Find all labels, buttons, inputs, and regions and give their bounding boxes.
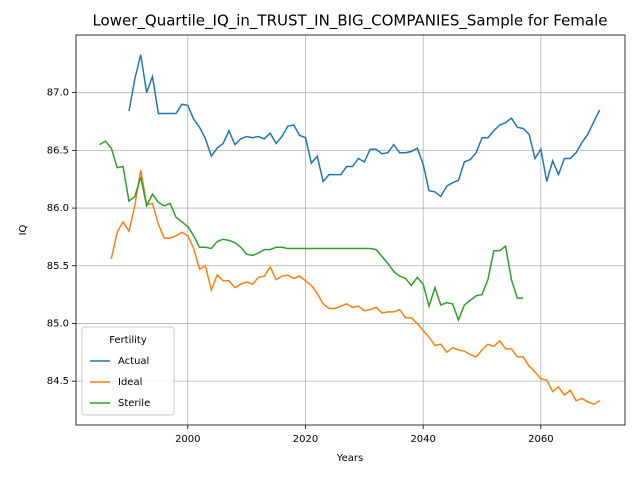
x-tick-label: 2020 — [293, 434, 318, 445]
y-axis-label: IQ — [18, 224, 29, 235]
y-tick-label: 85.0 — [47, 318, 69, 329]
y-tick-label: 86.5 — [47, 145, 69, 156]
x-axis-label: Years — [336, 453, 363, 464]
y-tick-label: 87.0 — [47, 88, 69, 99]
chart-title: Lower_Quartile_IQ_in_TRUST_IN_BIG_COMPAN… — [92, 12, 607, 31]
axes-frame — [75, 34, 626, 426]
x-tick-label: 2060 — [528, 434, 553, 445]
x-tick-label: 2040 — [410, 434, 435, 445]
legend-box — [81, 326, 175, 416]
y-tick-label: 86.0 — [47, 203, 69, 214]
legend-title: Fertility — [109, 335, 147, 346]
series-line — [110, 169, 601, 406]
series-line — [128, 54, 601, 198]
legend-label: Actual — [118, 356, 149, 367]
legend-label: Ideal — [118, 377, 142, 388]
series-line — [99, 140, 524, 323]
legend-label: Sterile — [118, 398, 150, 409]
y-tick-label: 84.5 — [47, 376, 69, 387]
x-tick-label: 2000 — [175, 434, 200, 445]
y-tick-label: 85.5 — [47, 261, 69, 272]
